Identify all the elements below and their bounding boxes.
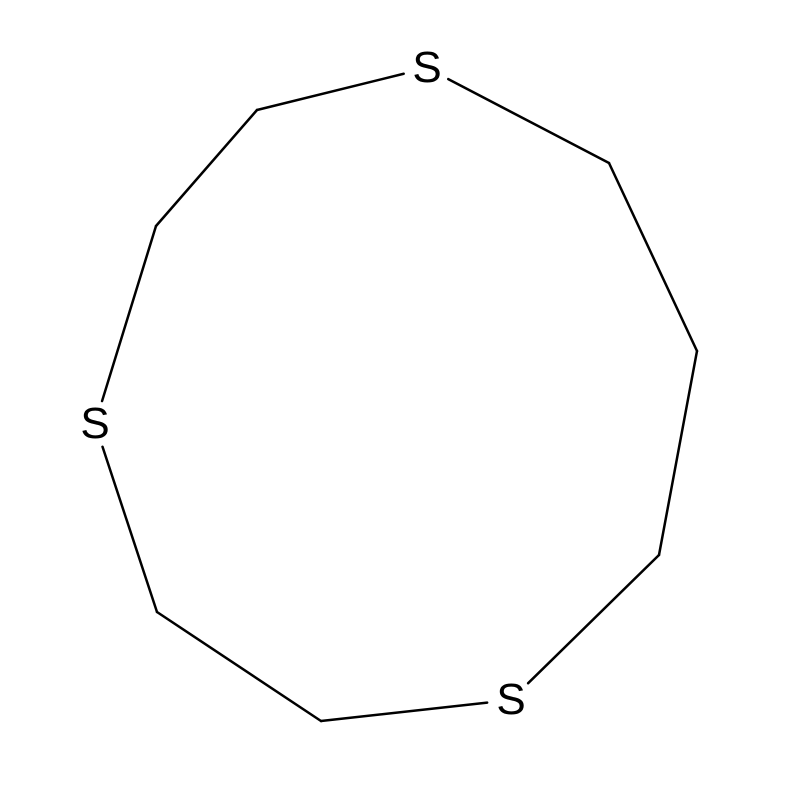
molecule-canvas: S S S [0, 0, 800, 800]
atom-label-s: S [496, 675, 525, 725]
atom-label-s: S [80, 399, 109, 449]
bond [448, 79, 609, 163]
bond [528, 555, 659, 683]
bond [157, 612, 321, 721]
bond [659, 351, 697, 555]
bond [103, 447, 157, 612]
atom-label-s: S [412, 43, 441, 93]
bond [257, 74, 404, 110]
bond [156, 110, 257, 226]
bond-layer [0, 0, 800, 800]
bond [102, 226, 156, 401]
bond [321, 703, 487, 721]
bond [609, 163, 697, 351]
